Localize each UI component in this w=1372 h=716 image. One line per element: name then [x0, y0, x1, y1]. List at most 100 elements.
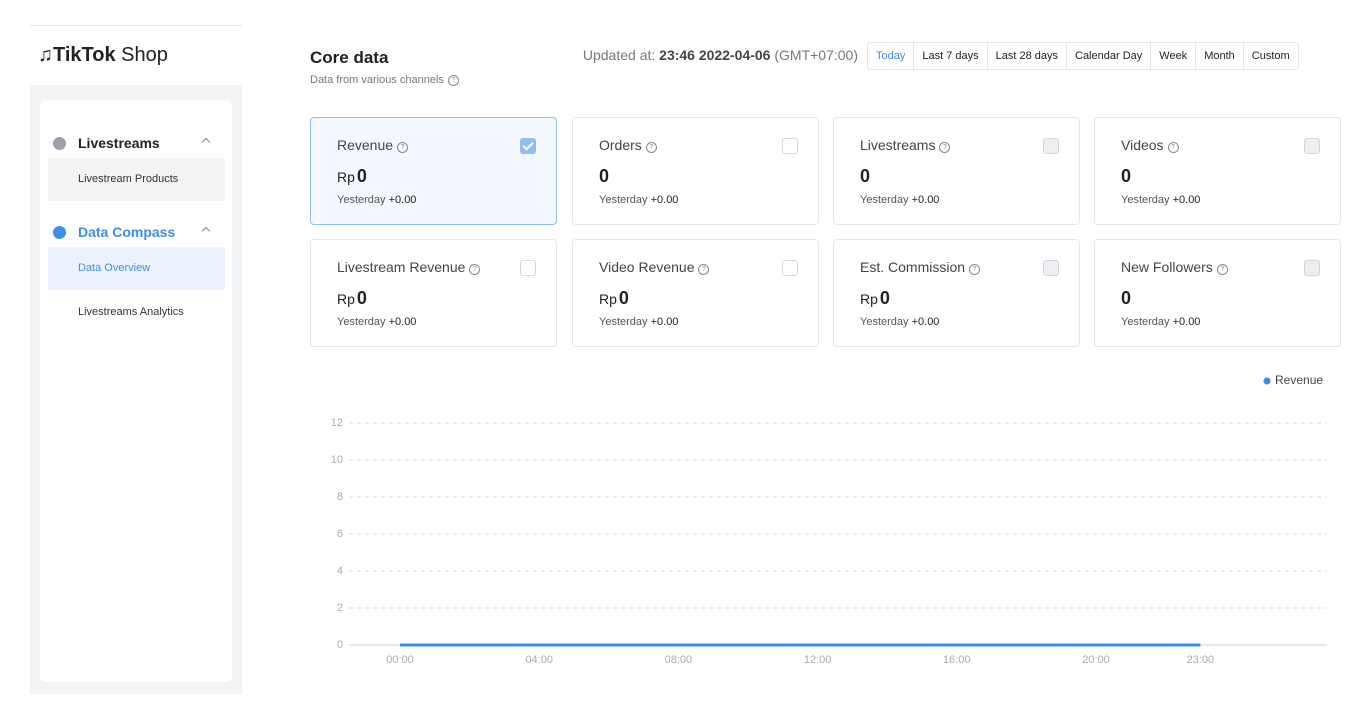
x-tick-label: 08:00: [665, 654, 693, 666]
checkbox[interactable]: [520, 138, 536, 154]
metric-card[interactable]: Revenue? Rp 0 Yesterday +0.00: [310, 117, 557, 225]
metric-label-text: Est. Commission: [860, 259, 966, 275]
legend-label: Revenue: [1275, 373, 1323, 387]
metric-label: Revenue?: [337, 137, 409, 153]
metric-card[interactable]: Video Revenue? Rp 0 Yesterday +0.00: [572, 239, 819, 347]
date-tab[interactable]: Last 28 days: [986, 43, 1066, 69]
x-tick-label: 04:00: [525, 654, 553, 666]
y-tick-label: 2: [337, 602, 343, 614]
help-icon: ?: [645, 142, 657, 153]
y-tick-label: 10: [331, 454, 343, 466]
help-icon: ?: [698, 264, 710, 275]
comparison-label: Yesterday: [1121, 316, 1170, 328]
metric-label-text: Video Revenue: [599, 259, 695, 275]
currency: Rp: [337, 291, 355, 307]
metric-card[interactable]: Est. Commission? Rp 0 Yesterday +0.00: [833, 239, 1080, 347]
divider: [30, 25, 242, 26]
date-tab[interactable]: Calendar Day: [1066, 43, 1150, 69]
menu-item[interactable]: Livestream Products: [48, 158, 225, 201]
comparison-value: +0.00: [650, 316, 679, 328]
chevron[interactable]: [201, 137, 211, 147]
value: 0: [356, 288, 367, 308]
chart: 0 2 4 6 8 10 12 00:00 04:00 08:00 12:00 16:00 20:00 2…: [331, 373, 1327, 666]
value: 0: [879, 288, 890, 308]
date-tab[interactable]: Last 7 days: [913, 43, 986, 69]
date-tab[interactable]: Month: [1195, 43, 1243, 69]
y-tick-label: 8: [337, 491, 343, 503]
comparison-value: +0.00: [1172, 316, 1201, 328]
updated-info: Updated at: 23:46 2022-04-06 (GMT+07:00): [583, 47, 858, 63]
menu-item[interactable]: Livestreams Analytics: [78, 306, 184, 318]
date-tabs: Today Last 7 days Last 28 days Calendar Day…: [867, 42, 1299, 70]
logo-suffix: Shop: [121, 44, 168, 66]
metric-value: Rp 0: [599, 288, 629, 309]
metric-label: Livestreams?: [860, 137, 951, 153]
menu-item[interactable]: Data Overview: [48, 247, 225, 290]
x-tick-label: 16:00: [943, 654, 971, 666]
currency: Rp: [337, 169, 355, 185]
metric-label: Videos?: [1121, 137, 1179, 153]
page-subtitle: Data from various channels?: [310, 74, 459, 86]
metric-card[interactable]: Orders? 0 Yesterday +0.00: [572, 117, 819, 225]
help-icon: ?: [969, 264, 981, 275]
metric-label: Est. Commission?: [860, 259, 981, 275]
checkbox[interactable]: [1304, 138, 1320, 154]
value: 0: [599, 166, 610, 186]
comparison: Yesterday +0.00: [599, 194, 678, 206]
metric-label-text: Livestream Revenue: [337, 259, 466, 275]
checkbox[interactable]: [520, 260, 536, 276]
metric-value: 0: [1121, 288, 1131, 309]
checkbox[interactable]: [782, 138, 798, 154]
metric-card[interactable]: New Followers? 0 Yesterday +0.00: [1094, 239, 1341, 347]
timezone: (GMT+07:00): [774, 47, 858, 63]
x-tick-label: 12:00: [804, 654, 832, 666]
metric-label: New Followers?: [1121, 259, 1228, 275]
value: 0: [860, 166, 871, 186]
metric-label-text: Orders: [599, 137, 642, 153]
y-tick-label: 12: [331, 417, 343, 429]
x-tick-label: 23:00: [1187, 654, 1215, 666]
metric-value: Rp 0: [860, 288, 890, 309]
date-tab[interactable]: Week: [1150, 43, 1195, 69]
metric-value: 0: [1121, 166, 1131, 187]
comparison-value: +0.00: [388, 316, 417, 328]
currency: Rp: [860, 291, 878, 307]
metric-value: Rp 0: [337, 166, 367, 187]
menu-group[interactable]: Livestreams: [78, 135, 160, 151]
help-icon: ?: [397, 142, 409, 153]
logo-brand: TikTok: [53, 44, 116, 66]
comparison-label: Yesterday: [860, 194, 909, 206]
sidebar: Livestreams Livestream Products Data Compa…: [30, 85, 242, 694]
metric-value: 0: [860, 166, 870, 187]
date-tab[interactable]: Today: [876, 50, 906, 62]
metric-label: Video Revenue?: [599, 259, 710, 275]
date-tab[interactable]: Custom: [1242, 43, 1298, 69]
metric-label-text: New Followers: [1121, 259, 1213, 275]
comparison-value: +0.00: [911, 194, 940, 206]
chevron[interactable]: [201, 226, 211, 236]
comparison-label: Yesterday: [337, 316, 386, 328]
metric-card[interactable]: Livestreams? 0 Yesterday +0.00: [833, 117, 1080, 225]
updated-time: 23:46 2022-04-06: [659, 47, 771, 63]
comparison-value: +0.00: [911, 316, 940, 328]
currency: Rp: [599, 291, 617, 307]
comparison-label: Yesterday: [599, 194, 648, 206]
x-tick-label: 00:00: [386, 654, 414, 666]
value: 0: [1121, 166, 1132, 186]
value: 0: [618, 288, 629, 308]
value: 0: [1121, 288, 1132, 308]
x-tick-label: 20:00: [1082, 654, 1110, 666]
checkbox[interactable]: [1304, 260, 1320, 276]
comparison: Yesterday +0.00: [599, 316, 678, 328]
metric-label: Orders?: [599, 137, 657, 153]
metric-card[interactable]: Videos? 0 Yesterday +0.00: [1094, 117, 1341, 225]
checkbox[interactable]: [1043, 260, 1059, 276]
metric-card[interactable]: Livestream Revenue? Rp 0 Yesterday +0.00: [310, 239, 557, 347]
menu-group[interactable]: Data Compass: [78, 224, 176, 240]
metric-label-text: Videos: [1121, 137, 1164, 153]
checkbox[interactable]: [782, 260, 798, 276]
logo[interactable]: ♫TikTok Shop: [38, 44, 168, 66]
updated-label: Updated at:: [582, 47, 656, 63]
checkbox[interactable]: [1043, 138, 1059, 154]
comparison: Yesterday +0.00: [337, 194, 416, 206]
